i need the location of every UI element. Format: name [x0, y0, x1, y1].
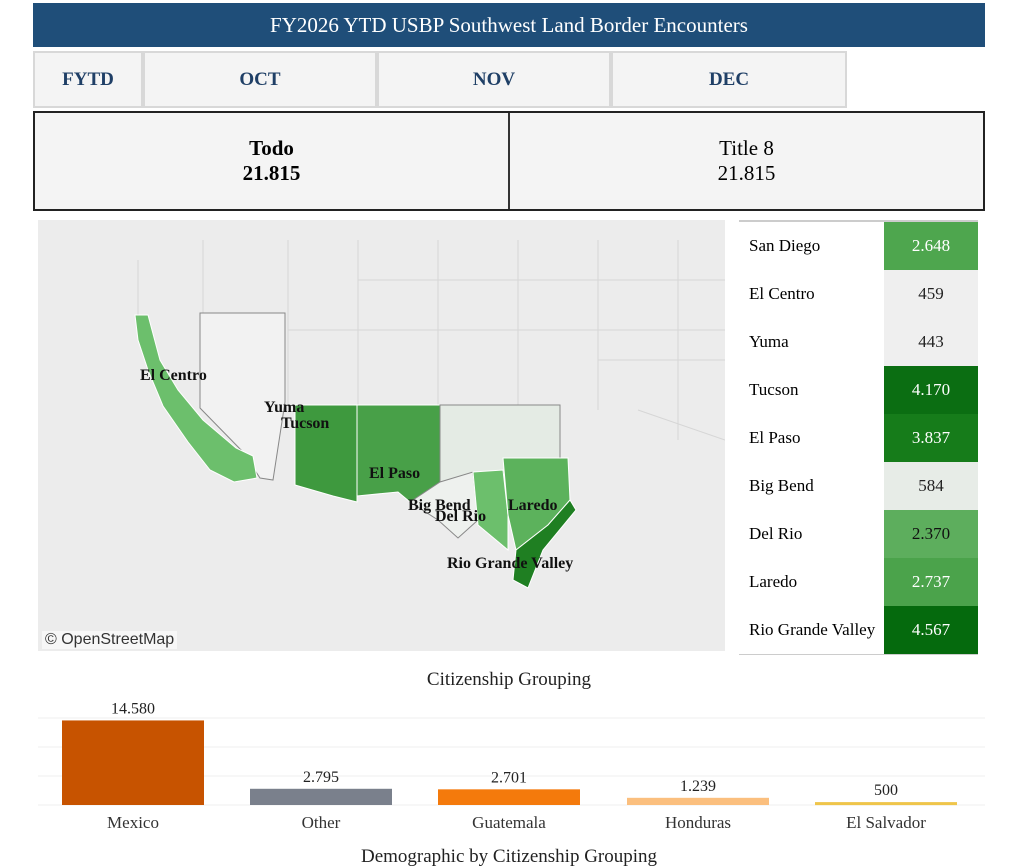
summary-title8-value: 21.815: [717, 161, 776, 185]
sector-name: Del Rio: [749, 524, 803, 543]
tab-oct[interactable]: OCT: [143, 51, 377, 108]
data-label: 500: [874, 782, 898, 799]
bar-guatemala: [438, 789, 580, 805]
sector-value: 2.737: [884, 558, 978, 606]
sector-row[interactable]: Big Bend 584: [739, 462, 978, 510]
tab-dec[interactable]: DEC: [611, 51, 847, 108]
citizenship-bar-chart: 14.580 Mexico 2.795 Other 2.701 Guatemala 1.23…: [38, 700, 985, 832]
category-label: El Salvador: [846, 813, 926, 832]
sector-value: 459: [884, 270, 978, 318]
category-label: Mexico: [107, 813, 159, 832]
sector-name: Laredo: [749, 572, 798, 591]
region-san-diego-el-centro: [134, 314, 258, 483]
sector-name: El Centro: [749, 284, 815, 303]
sector-value: 443: [884, 318, 978, 366]
tab-fytd[interactable]: FYTD: [33, 51, 143, 108]
region-del-rio: [472, 469, 509, 552]
bar-mexico: [62, 720, 204, 805]
sector-name: Big Bend: [749, 476, 814, 495]
sector-row[interactable]: Laredo 2.737: [739, 558, 978, 606]
sector-row[interactable]: Yuma 443: [739, 318, 978, 366]
map-label-laredo: Laredo: [508, 497, 558, 514]
summary-box: Todo 21.815 Title 8 21.815: [33, 111, 985, 211]
map-label-el-centro: El Centro: [140, 367, 207, 384]
map-label-el-paso: El Paso: [369, 465, 421, 482]
category-label: Other: [302, 813, 341, 832]
sector-name: Yuma: [749, 332, 789, 351]
sector-table: San Diego 2.648 El Centro 459 Yuma 443 Tucson 4…: [739, 220, 978, 655]
summary-title8-label: Title 8: [719, 136, 774, 160]
data-label: 2.701: [491, 769, 527, 786]
bar-honduras: [627, 797, 769, 805]
sector-value: 2.648: [884, 222, 978, 270]
map-label-rio-grande-valley: Rio Grande Valley: [447, 555, 574, 572]
sector-name: Rio Grande Valley: [749, 620, 876, 639]
map-label-big-bend: Big Bend: [408, 497, 471, 514]
dashboard-title: FY2026 YTD USBP Southwest Land Border En…: [33, 3, 985, 47]
chart-title: Citizenship Grouping: [426, 669, 592, 690]
sector-name: El Paso: [749, 428, 801, 447]
summary-title8[interactable]: Title 8 21.815: [508, 113, 983, 209]
map-label-tucson: Tucson: [281, 415, 330, 432]
bar-el-salvador: [815, 802, 957, 806]
bar-other: [250, 788, 392, 805]
sector-value: 4.170: [884, 366, 978, 414]
map-shapes: [134, 240, 725, 589]
sector-row[interactable]: El Paso 3.837: [739, 414, 978, 462]
summary-all-label: Todo: [249, 136, 294, 160]
region-rio-grande-valley: [512, 499, 577, 589]
sector-value: 3.837: [884, 414, 978, 462]
region-tucson: [294, 404, 358, 503]
category-label: Honduras: [665, 813, 731, 832]
summary-all[interactable]: Todo 21.815: [35, 113, 508, 209]
sector-row[interactable]: Rio Grande Valley 4.567: [739, 606, 978, 654]
sector-row[interactable]: El Centro 459: [739, 270, 978, 318]
map-label-del-rio: Del Rio: [435, 508, 487, 525]
sector-name: San Diego: [749, 236, 821, 255]
sector-map[interactable]: El Centro Yuma Tucson El Paso Big Bend D…: [38, 220, 725, 651]
category-label: Guatemala: [472, 813, 546, 832]
summary-all-value: 21.815: [242, 161, 301, 185]
nevada-region: [199, 312, 286, 481]
data-label: 14.580: [111, 700, 155, 717]
sector-row[interactable]: Tucson 4.170: [739, 366, 978, 414]
data-label: 2.795: [303, 769, 339, 786]
sector-value: 2.370: [884, 510, 978, 558]
map-attribution[interactable]: © OpenStreetMap: [42, 631, 178, 649]
sector-value: 4.567: [884, 606, 978, 654]
next-chart-title: Demographic by Citizenship Grouping: [360, 846, 658, 867]
sector-value: 584: [884, 462, 978, 510]
sector-row[interactable]: San Diego 2.648: [739, 222, 978, 270]
sector-name: Tucson: [749, 380, 799, 399]
map-label-yuma: Yuma: [264, 399, 305, 416]
region-el-paso: [356, 404, 441, 503]
data-label: 1.239: [680, 778, 716, 795]
sector-row[interactable]: Del Rio 2.370: [739, 510, 978, 558]
tab-nov[interactable]: NOV: [377, 51, 611, 108]
